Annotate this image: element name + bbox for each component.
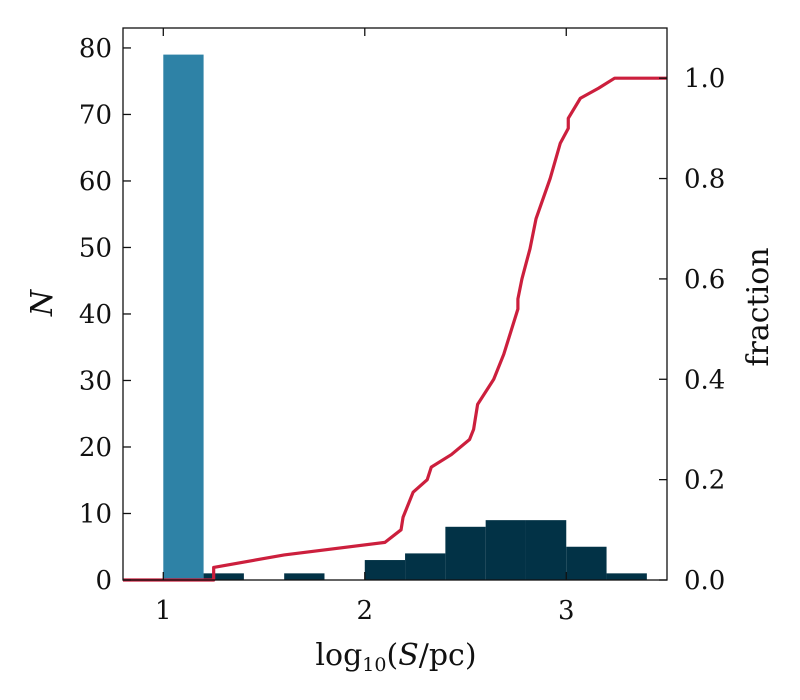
y-left-tick-label-3: 30 [79,366,112,396]
tick-marks [123,28,667,581]
histogram-bar-0-0 [163,54,204,580]
histogram-bar-1-7 [566,546,607,580]
y-left-tick-label-4: 40 [79,300,112,330]
y-left-tick-label-6: 60 [79,167,112,197]
y-right-tick-label-3: 0.6 [684,265,725,295]
histogram-bar-1-8 [606,573,647,580]
histogram-bar-1-5 [485,520,526,580]
x-tick-label-2: 3 [558,596,575,626]
y-right-tick-label-2: 0.4 [684,365,725,395]
y-right-tick-labels: 0.0 0.2 0.4 0.6 0.8 1.0 [684,64,725,596]
plot-frame [122,27,668,581]
y-left-tick-label-7: 70 [79,100,112,130]
y-right-axis-label: fraction [741,247,776,366]
y-left-tick-label-2: 20 [79,433,112,463]
y-right-tick-label-5: 1.0 [684,64,725,94]
cumulative-line-group [123,76,667,582]
x-axis-label: log10(S/pc) [315,638,476,676]
y-right-tick-label-0: 0.0 [684,566,725,596]
histogram-bar-1-2 [364,560,406,580]
cumulative-fraction-line [123,76,667,582]
y-right-tick-label-1: 0.2 [684,466,725,496]
y-left-tick-labels: 0 10 20 30 40 50 60 70 80 [79,34,112,596]
histogram-bar-1-3 [405,553,446,580]
histogram-bars [163,54,647,580]
y-left-tick-label-0: 0 [95,566,112,596]
x-tick-labels: 1 2 3 [155,596,575,626]
histogram-bar-1-6 [525,520,567,580]
y-left-tick-label-8: 80 [79,34,112,64]
x-tick-label-1: 2 [357,596,374,626]
y-left-tick-label-5: 50 [79,233,112,263]
histogram-bar-1-1 [284,573,325,580]
x-tick-label-0: 1 [155,596,172,626]
y-right-tick-label-4: 0.8 [684,165,725,195]
histogram-bar-1-0 [203,573,244,580]
y-left-axis-label: N [25,288,60,317]
histogram-bar-1-4 [445,526,486,580]
y-left-tick-label-1: 10 [79,499,112,529]
